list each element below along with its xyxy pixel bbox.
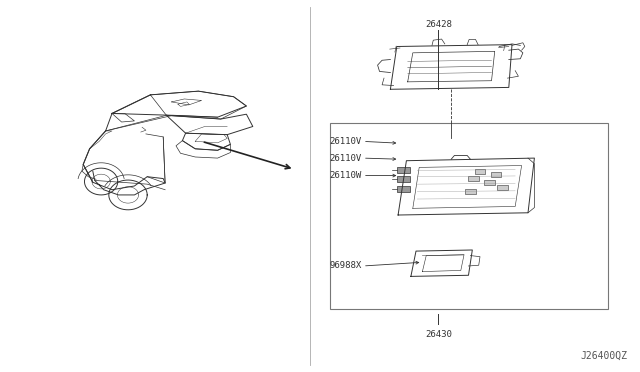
Text: J26400QZ: J26400QZ — [580, 351, 627, 361]
Polygon shape — [484, 180, 495, 185]
Text: 26110V: 26110V — [330, 137, 362, 146]
Text: 26110V: 26110V — [330, 154, 362, 163]
Polygon shape — [497, 185, 508, 190]
Polygon shape — [397, 186, 410, 192]
Polygon shape — [397, 176, 410, 182]
Polygon shape — [468, 176, 479, 181]
Bar — [330, 123, 608, 309]
Text: 26430: 26430 — [425, 330, 452, 339]
Text: 26110W: 26110W — [330, 171, 362, 180]
Text: 96988X: 96988X — [330, 262, 362, 270]
Polygon shape — [491, 172, 501, 177]
Polygon shape — [397, 167, 410, 173]
Polygon shape — [465, 189, 476, 194]
Text: 26428: 26428 — [425, 20, 452, 29]
Polygon shape — [475, 169, 485, 174]
